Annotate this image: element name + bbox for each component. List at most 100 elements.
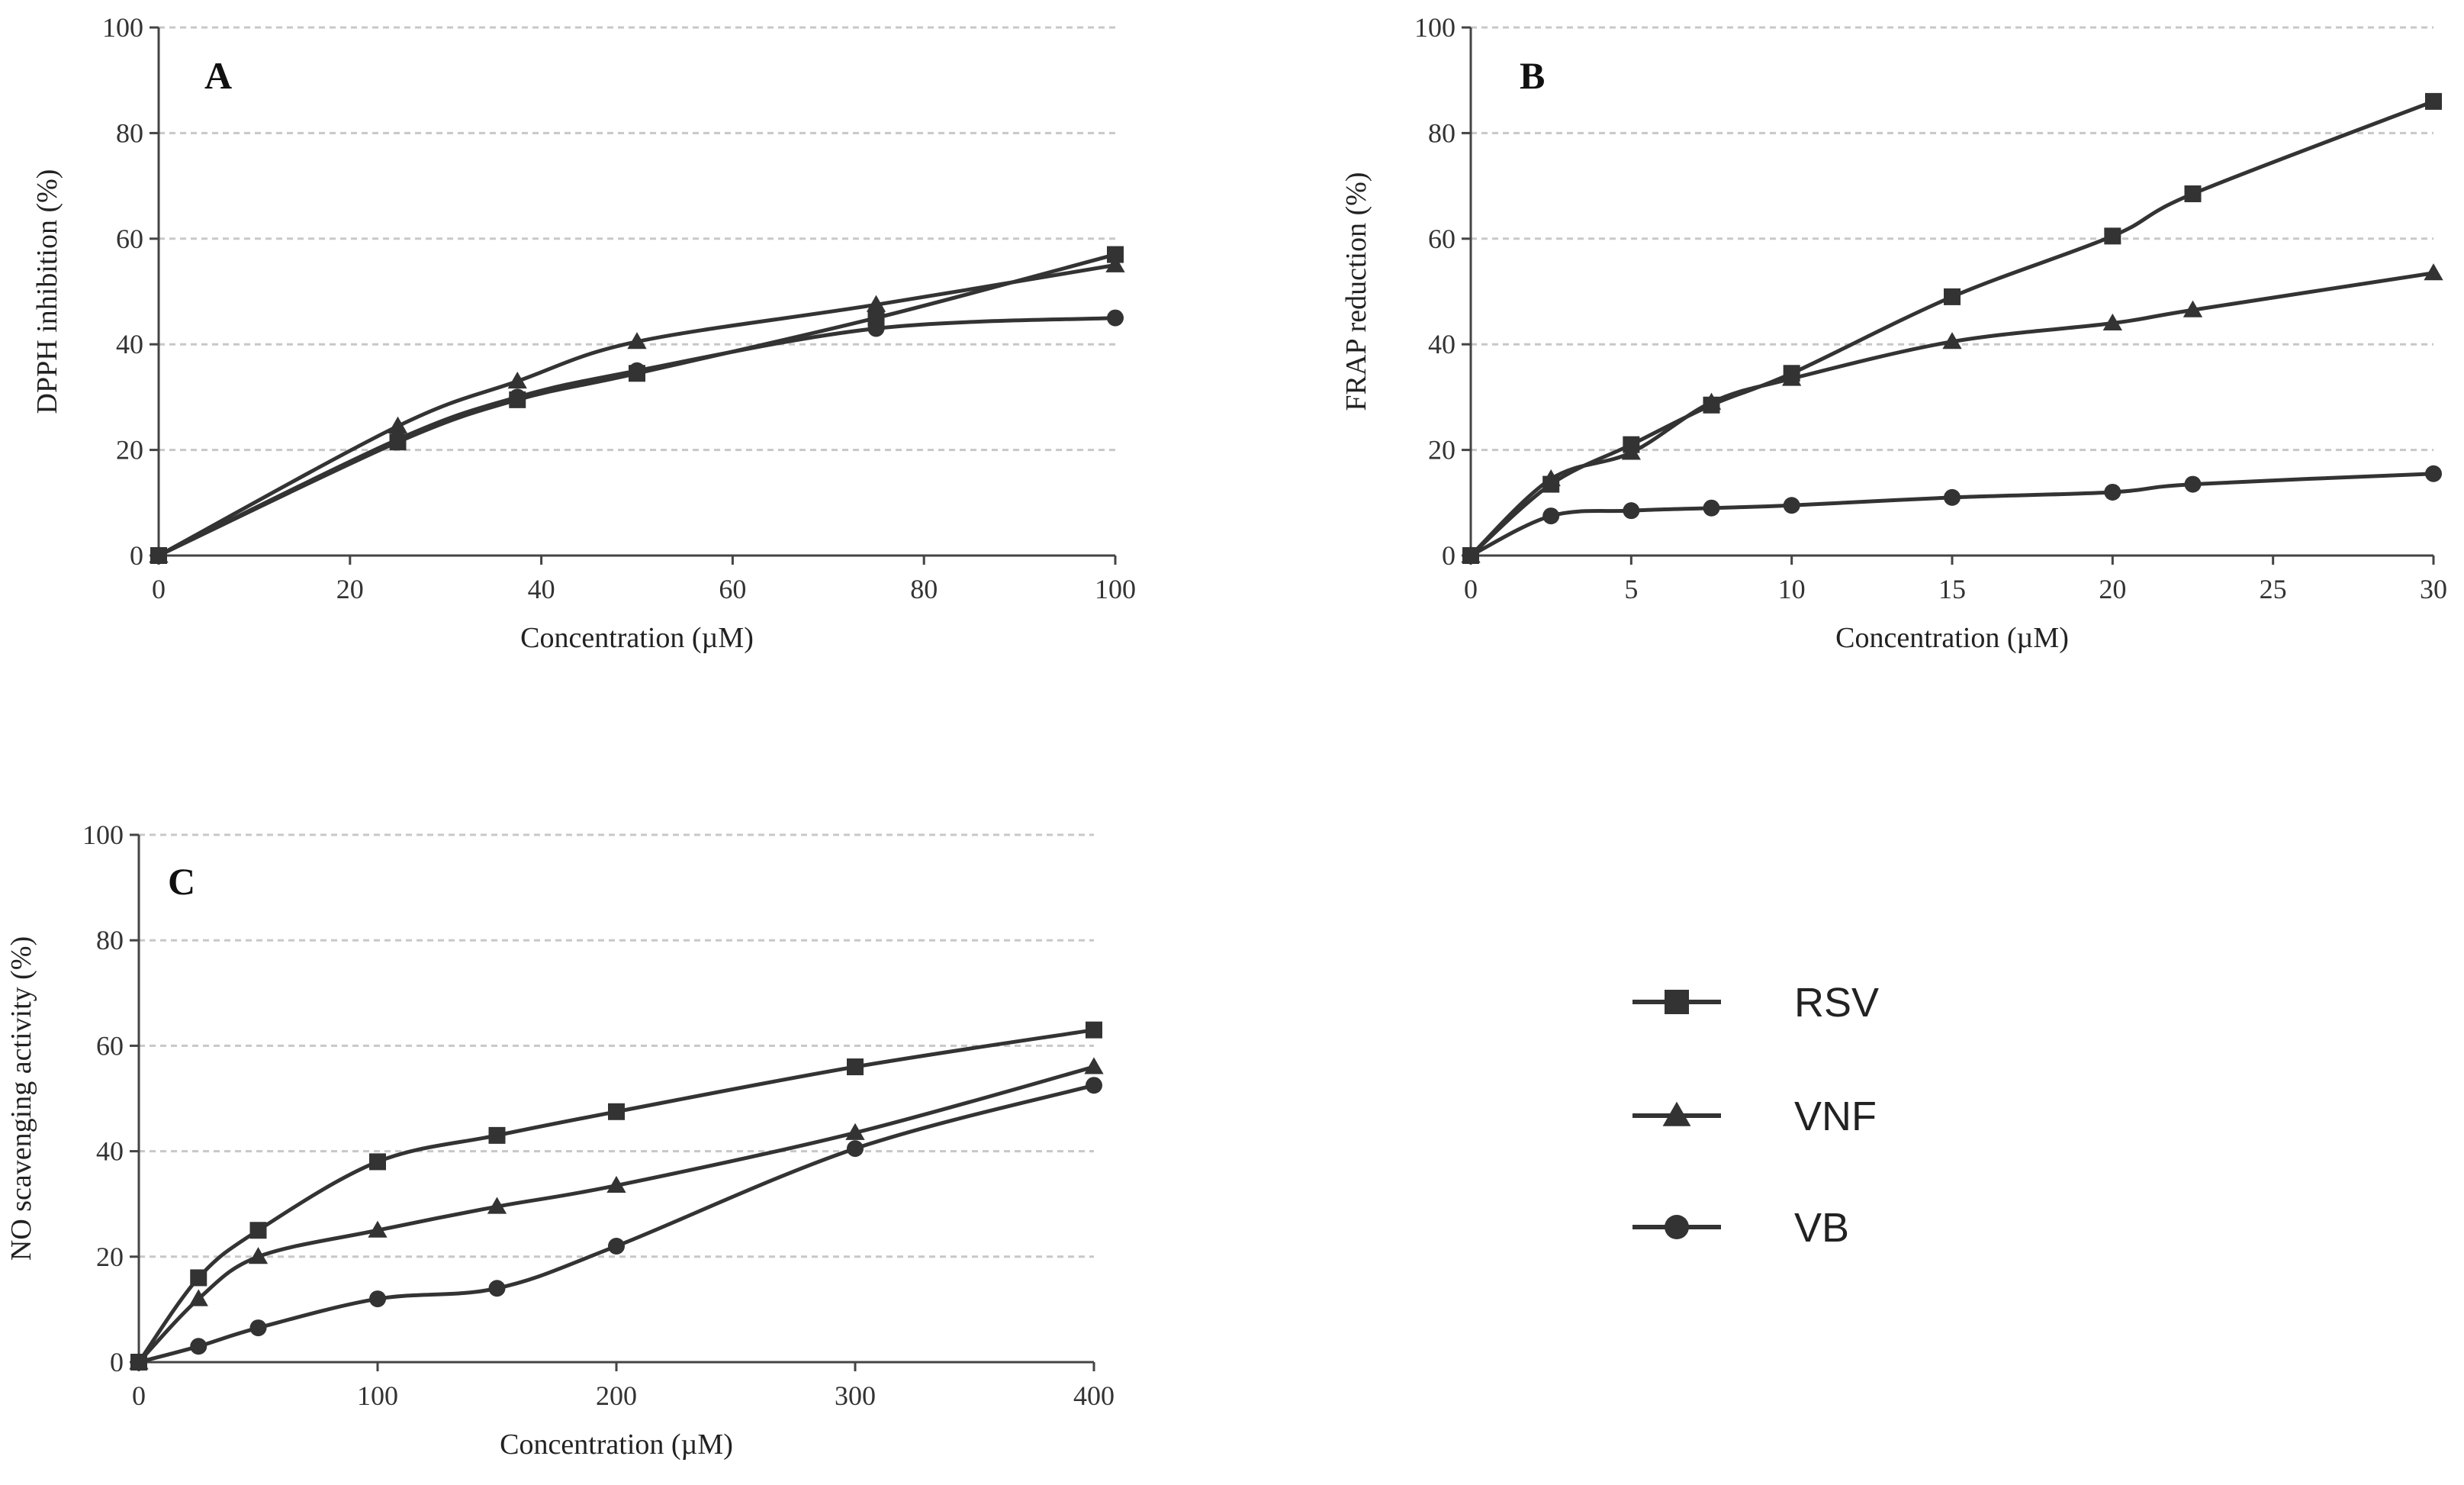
panel-c-y-tick-label: 60 xyxy=(96,1030,124,1061)
panel-c-x-tick-label: 200 xyxy=(596,1380,637,1411)
panel-c-y-axis-label: NO scavenging activity (%) xyxy=(5,936,37,1261)
panel-b-vb-point xyxy=(1703,499,1720,517)
panel-b-rsv-line xyxy=(1469,99,2434,557)
legend: RSV VNF VB xyxy=(1632,980,1879,1251)
panel-a-x-axis-label: Concentration (µM) xyxy=(520,622,754,654)
panel-a-vb-line xyxy=(157,316,1116,558)
panel-c-y-tick-label: 0 xyxy=(110,1347,124,1377)
panel-a-vb-point xyxy=(867,320,885,337)
panel-b-x-tick-label: 15 xyxy=(1938,574,1966,604)
panel-b-y-tick-label: 20 xyxy=(1428,435,1456,465)
panel-b-vb-point xyxy=(1944,488,1961,506)
panel-c-x-tick-label: 100 xyxy=(357,1380,398,1411)
legend-rsv-label: RSV xyxy=(1794,980,1879,1026)
legend-rsv-marker xyxy=(1665,990,1689,1014)
panel-a-vb-point xyxy=(629,362,645,379)
panel-c-vnf-point xyxy=(606,1175,626,1193)
panel-c-vb-point xyxy=(190,1338,207,1355)
panel-b-vnf-point xyxy=(2102,313,2122,331)
panel-c-x-axis-label: Concentration (µM) xyxy=(500,1429,733,1461)
panel-b-vb-point xyxy=(1542,507,1560,525)
panel-c-y-tick-label: 40 xyxy=(96,1136,124,1167)
panel-b-vb-point xyxy=(1623,502,1640,520)
panel-b-x-tick-label: 0 xyxy=(1464,574,1478,604)
panel-b-vb-line xyxy=(1469,472,2434,558)
panel-c-vnf-point xyxy=(248,1247,269,1264)
panel-b-y-tick-label: 60 xyxy=(1428,224,1456,254)
panel-b-vb-point xyxy=(2184,475,2202,493)
panel-a-vb-point xyxy=(1107,309,1124,327)
panel-c-vb-point xyxy=(130,1354,147,1371)
panel-c-vb-point xyxy=(608,1237,625,1255)
panel-b-y-tick-label: 0 xyxy=(1442,540,1456,571)
legend-vnf-label: VNF xyxy=(1794,1094,1877,1139)
panel-c-vnf-point xyxy=(1084,1057,1104,1074)
panel-a-y-tick-label: 60 xyxy=(116,224,143,254)
panel-a-vnf-point xyxy=(627,332,647,350)
panel-c-rsv-point xyxy=(608,1103,625,1120)
panel-a-rsv-point xyxy=(1107,246,1124,263)
panel-c-vb-point xyxy=(1086,1077,1102,1094)
panel-a-x-tick-label: 20 xyxy=(336,574,364,604)
panel-b-vnf-point xyxy=(2183,300,2203,317)
panel-a-y-tick-label: 100 xyxy=(102,12,143,43)
panel-c-vb-line xyxy=(138,1083,1095,1364)
panel-b-vb-point xyxy=(2425,465,2442,482)
panel-b-vnf-point xyxy=(1782,369,1802,386)
panel-b-x-tick-label: 30 xyxy=(2420,574,2447,604)
panel-c-y-tick-label: 20 xyxy=(96,1242,124,1272)
panel-c-vb-point xyxy=(369,1290,386,1308)
panel-c-vb-point xyxy=(847,1140,864,1158)
panel-a-vb-point xyxy=(509,388,526,406)
panel-a-vnf-point xyxy=(388,416,408,433)
panel-a-y-tick-label: 20 xyxy=(116,435,143,465)
panel-a-vnf-point xyxy=(1105,255,1125,272)
panel-a-x-tick-label: 100 xyxy=(1095,574,1136,604)
panel-b-vnf-point xyxy=(1541,469,1561,487)
panel-b-vnf-point xyxy=(1701,392,1722,410)
panel-a-y-axis-label: DPPH inhibition (%) xyxy=(31,169,63,414)
panel-a-vnf-line xyxy=(157,263,1116,558)
panel-a-x-tick-label: 40 xyxy=(528,574,555,604)
panel-c-x-tick-label: 0 xyxy=(132,1380,146,1411)
panel-b-rsv-point xyxy=(2184,185,2202,202)
panel-b-vnf-point xyxy=(1942,332,1962,350)
panel-a-rsv-line xyxy=(157,253,1116,558)
panel-c-vb-point xyxy=(249,1319,267,1337)
panel-c-letter: C xyxy=(168,860,195,903)
panel-b-x-tick-label: 20 xyxy=(2099,574,2126,604)
panel-b-chart: 0 20 40 60 80 100 0 5 10 15 20 25 30 Concentration (µ… xyxy=(1340,12,2447,654)
panel-a-letter: A xyxy=(204,54,232,97)
panel-b-x-axis-label: Concentration (µM) xyxy=(1835,622,2069,654)
panel-b-letter: B xyxy=(1520,54,1545,97)
panel-b-y-tick-label: 80 xyxy=(1428,118,1456,148)
panel-c-vnf-point xyxy=(845,1123,865,1140)
panel-b-rsv-point xyxy=(1944,288,1961,305)
panel-c-y-tick-label: 100 xyxy=(82,820,124,850)
legend-vnf-marker xyxy=(1662,1101,1691,1126)
panel-c-vnf-point xyxy=(188,1289,208,1306)
panel-c-y-tick-label: 80 xyxy=(96,925,124,955)
panel-c-rsv-point xyxy=(847,1058,864,1076)
panel-b-y-axis-label: FRAP reduction (%) xyxy=(1340,172,1372,411)
panel-b-vnf-point xyxy=(2424,263,2443,281)
panel-b-y-tick-label: 100 xyxy=(1414,12,1456,43)
panel-b-vb-point xyxy=(1783,497,1800,514)
panel-b-rsv-point xyxy=(2104,227,2121,245)
panel-c-vnf-point xyxy=(368,1220,388,1238)
panel-a-chart: 0 20 40 60 80 100 0 20 40 60 80 100 Concentration (µ… xyxy=(31,12,1136,654)
panel-a-vb-point xyxy=(150,547,167,564)
panel-a-y-tick-label: 0 xyxy=(130,540,143,571)
panel-c-rsv-line xyxy=(137,1028,1095,1364)
panel-a-y-tick-label: 80 xyxy=(116,118,143,148)
panel-c-x-tick-label: 400 xyxy=(1073,1380,1115,1411)
panel-a-vb-point xyxy=(389,430,407,448)
panel-c-vnf-point xyxy=(487,1197,507,1214)
panel-c-chart: 0 20 40 60 80 100 0 100 200 300 400 Concentration (… xyxy=(5,820,1115,1461)
panel-b-vb-point xyxy=(1462,547,1479,564)
panel-c-rsv-point xyxy=(249,1222,267,1239)
panel-a-x-tick-label: 0 xyxy=(152,574,166,604)
panel-b-vb-point xyxy=(2104,483,2121,501)
panel-b-rsv-point xyxy=(2425,92,2442,110)
panel-b-x-tick-label: 5 xyxy=(1624,574,1638,604)
